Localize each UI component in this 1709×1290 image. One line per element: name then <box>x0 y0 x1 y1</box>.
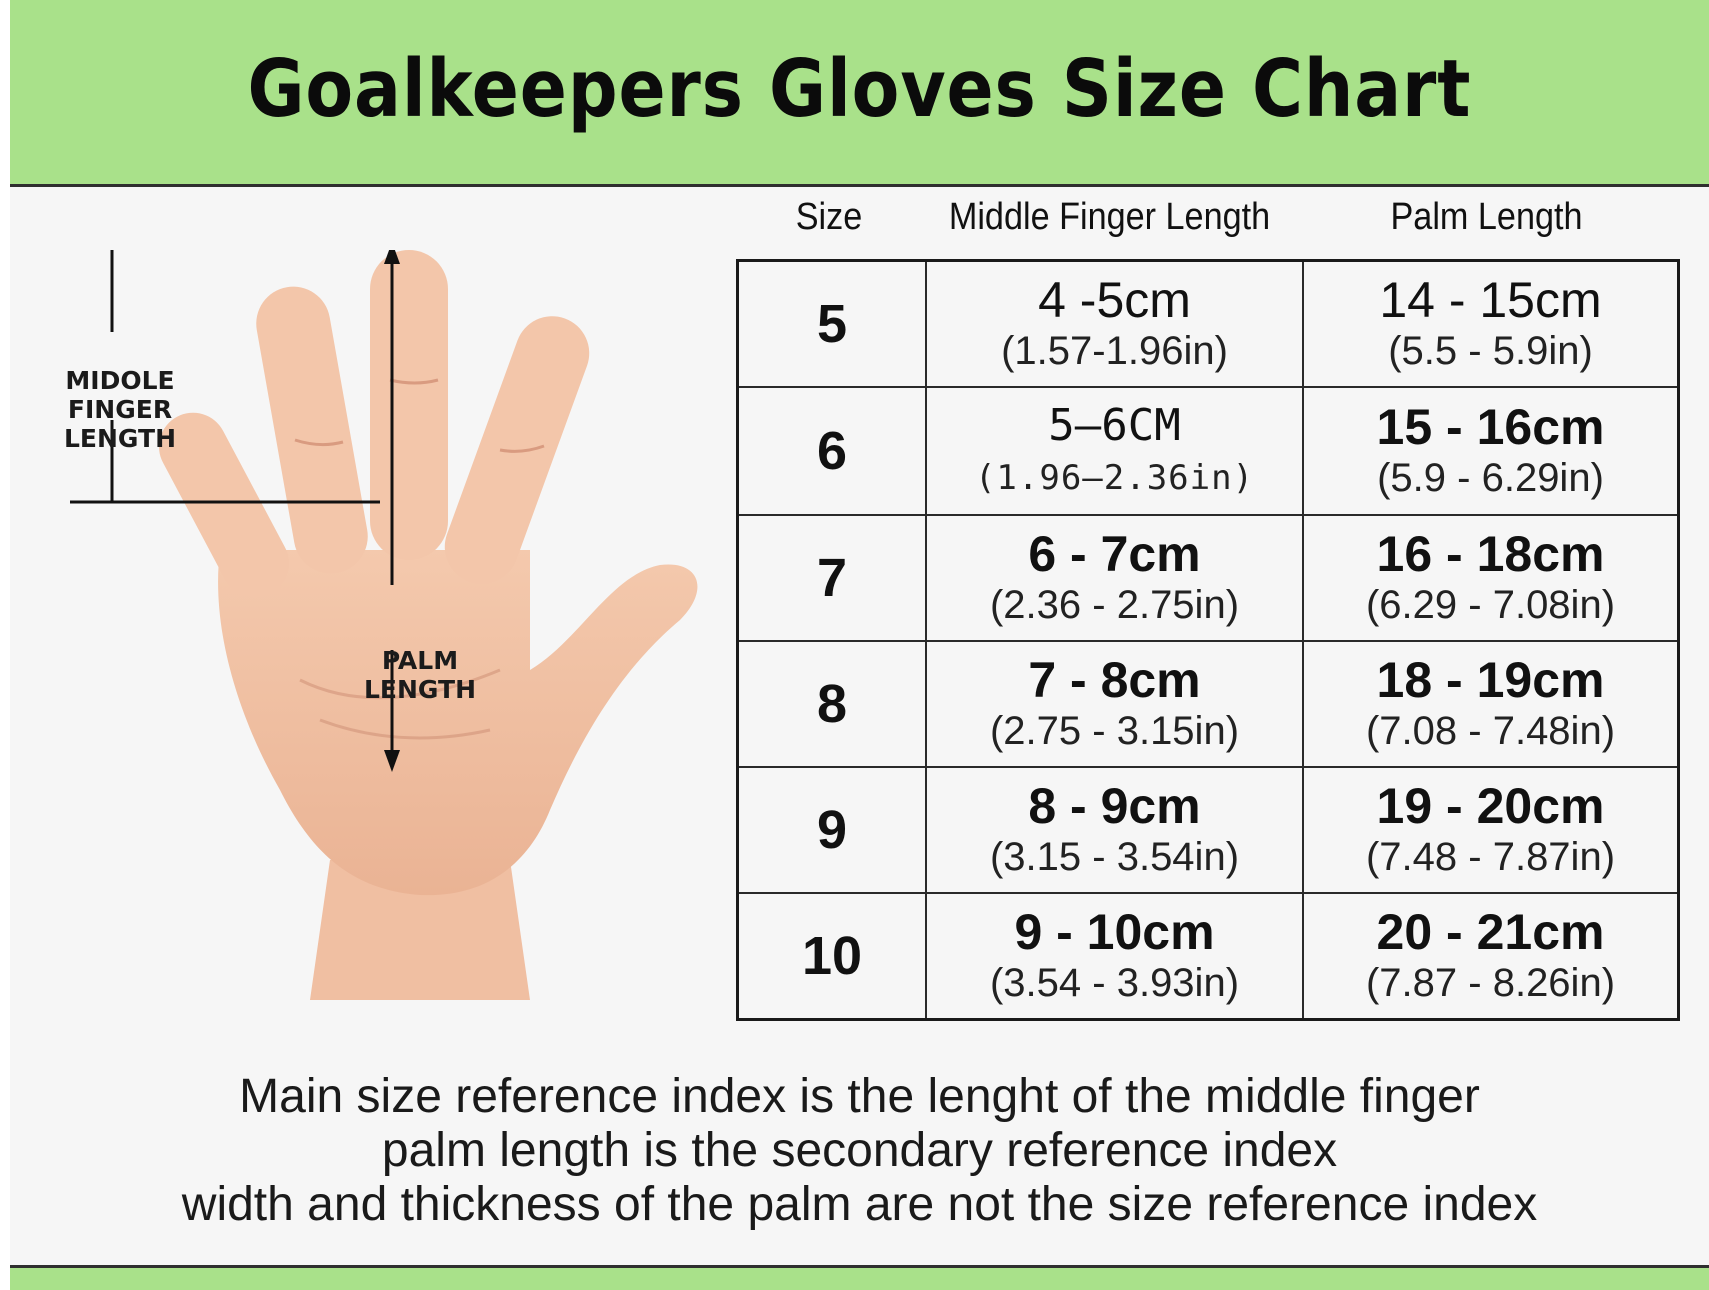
finger-pinky <box>159 412 289 598</box>
hand-illustration <box>70 250 698 1000</box>
finger-cell: 4 -5cm (1.57-1.96in) <box>925 259 1304 388</box>
finger-cell: 5–6CM (1.96–2.36in) <box>925 385 1304 517</box>
finger-in: (3.54 - 3.93in) <box>989 960 1240 1005</box>
finger-cell: 6 - 7cm (2.36 - 2.75in) <box>925 514 1304 643</box>
palm-cell: 16 - 18cm (6.29 - 7.08in) <box>1302 514 1680 643</box>
size-cell: 6 <box>736 385 927 517</box>
finger-in: (1.57-1.96in) <box>1001 329 1228 373</box>
finger-cm: 6 - 7cm <box>1028 526 1201 583</box>
palm-cell: 14 - 15cm (5.5 - 5.9in) <box>1302 259 1680 388</box>
finger-in: (2.75 - 3.15in) <box>989 709 1240 754</box>
size-cell: 7 <box>736 514 927 643</box>
palm-in: (7.48 - 7.87in) <box>1365 835 1616 880</box>
palm-length-label: PALM LENGTH <box>364 646 476 704</box>
palm-cm: 19 - 20cm <box>1376 778 1605 835</box>
header-middle-finger: Middle Finger Length <box>948 196 1271 238</box>
note-line: Main size reference index is the lenght … <box>239 1070 1480 1123</box>
finger-cm: 4 -5cm <box>1038 272 1191 328</box>
size-cell: 9 <box>736 766 927 894</box>
finger-cell: 9 - 10cm (3.54 - 3.93in) <box>925 891 1304 1021</box>
palm <box>218 550 698 896</box>
palm-cm: 14 - 15cm <box>1379 272 1602 328</box>
reference-notes: Main size reference index is the lenght … <box>10 1070 1709 1232</box>
size-cell: 8 <box>736 640 927 769</box>
palm-cell: 19 - 20cm (7.48 - 7.87in) <box>1302 766 1680 894</box>
finger-in: (3.15 - 3.54in) <box>989 835 1240 880</box>
note-line: width and thickness of the palm are not … <box>181 1178 1538 1231</box>
finger-middle <box>370 250 448 560</box>
palm-cm: 20 - 21cm <box>1376 903 1605 960</box>
table-row: 5 4 -5cm (1.57-1.96in) 14 - 15cm (5.5 - … <box>736 259 1680 388</box>
finger-cm: 9 - 10cm <box>1014 903 1215 960</box>
finger-in: (1.96–2.36in) <box>974 458 1255 499</box>
table-row: 9 8 - 9cm (3.15 - 3.54in) 19 - 20cm (7.4… <box>736 766 1680 894</box>
table-row: 8 7 - 8cm (2.75 - 3.15in) 18 - 19cm (7.0… <box>736 640 1680 769</box>
header-band: Goalkeepers Gloves Size Chart <box>10 0 1709 187</box>
table-row: 6 5–6CM (1.96–2.36in) 15 - 16cm (5.9 - 6… <box>736 385 1680 517</box>
table-row: 10 9 - 10cm (3.54 - 3.93in) 20 - 21cm (7… <box>736 891 1680 1021</box>
palm-in: (5.9 - 6.29in) <box>1377 456 1604 501</box>
palm-cell: 18 - 19cm (7.08 - 7.48in) <box>1302 640 1680 769</box>
palm-in: (7.08 - 7.48in) <box>1365 709 1616 754</box>
palm-cm: 18 - 19cm <box>1376 652 1605 709</box>
palm-cell: 20 - 21cm (7.87 - 8.26in) <box>1302 891 1680 1021</box>
palm-cm: 16 - 18cm <box>1376 526 1605 583</box>
finger-cm: 7 - 8cm <box>1028 652 1201 709</box>
size-cell: 10 <box>736 891 927 1021</box>
finger-cell: 7 - 8cm (2.75 - 3.15in) <box>925 640 1304 769</box>
note-line: palm length is the secondary reference i… <box>381 1124 1338 1177</box>
header-size: Size <box>795 196 863 238</box>
wrist <box>310 860 530 1000</box>
footer-band <box>10 1265 1709 1290</box>
palm-cell: 15 - 16cm (5.9 - 6.29in) <box>1302 385 1680 517</box>
size-cell: 5 <box>736 259 927 388</box>
header-palm: Palm Length <box>1390 196 1583 238</box>
finger-cell: 8 - 9cm (3.15 - 3.54in) <box>925 766 1304 894</box>
page-title: Goalkeepers Gloves Size Chart <box>247 43 1472 135</box>
middle-finger-length-label: MIDOLE FINGER LENGTH <box>64 366 176 453</box>
palm-cm: 15 - 16cm <box>1376 399 1605 456</box>
palm-in: (5.5 - 5.9in) <box>1388 329 1593 373</box>
palm-in: (6.29 - 7.08in) <box>1365 583 1616 628</box>
finger-in: (2.36 - 2.75in) <box>989 583 1240 628</box>
finger-cm: 5–6CM <box>1048 400 1181 452</box>
finger-cm: 8 - 9cm <box>1028 778 1201 835</box>
table-row: 7 6 - 7cm (2.36 - 2.75in) 16 - 18cm (6.2… <box>736 514 1680 643</box>
size-table: 5 4 -5cm (1.57-1.96in) 14 - 15cm (5.5 - … <box>736 259 1680 1021</box>
palm-in: (7.87 - 8.26in) <box>1365 960 1616 1005</box>
